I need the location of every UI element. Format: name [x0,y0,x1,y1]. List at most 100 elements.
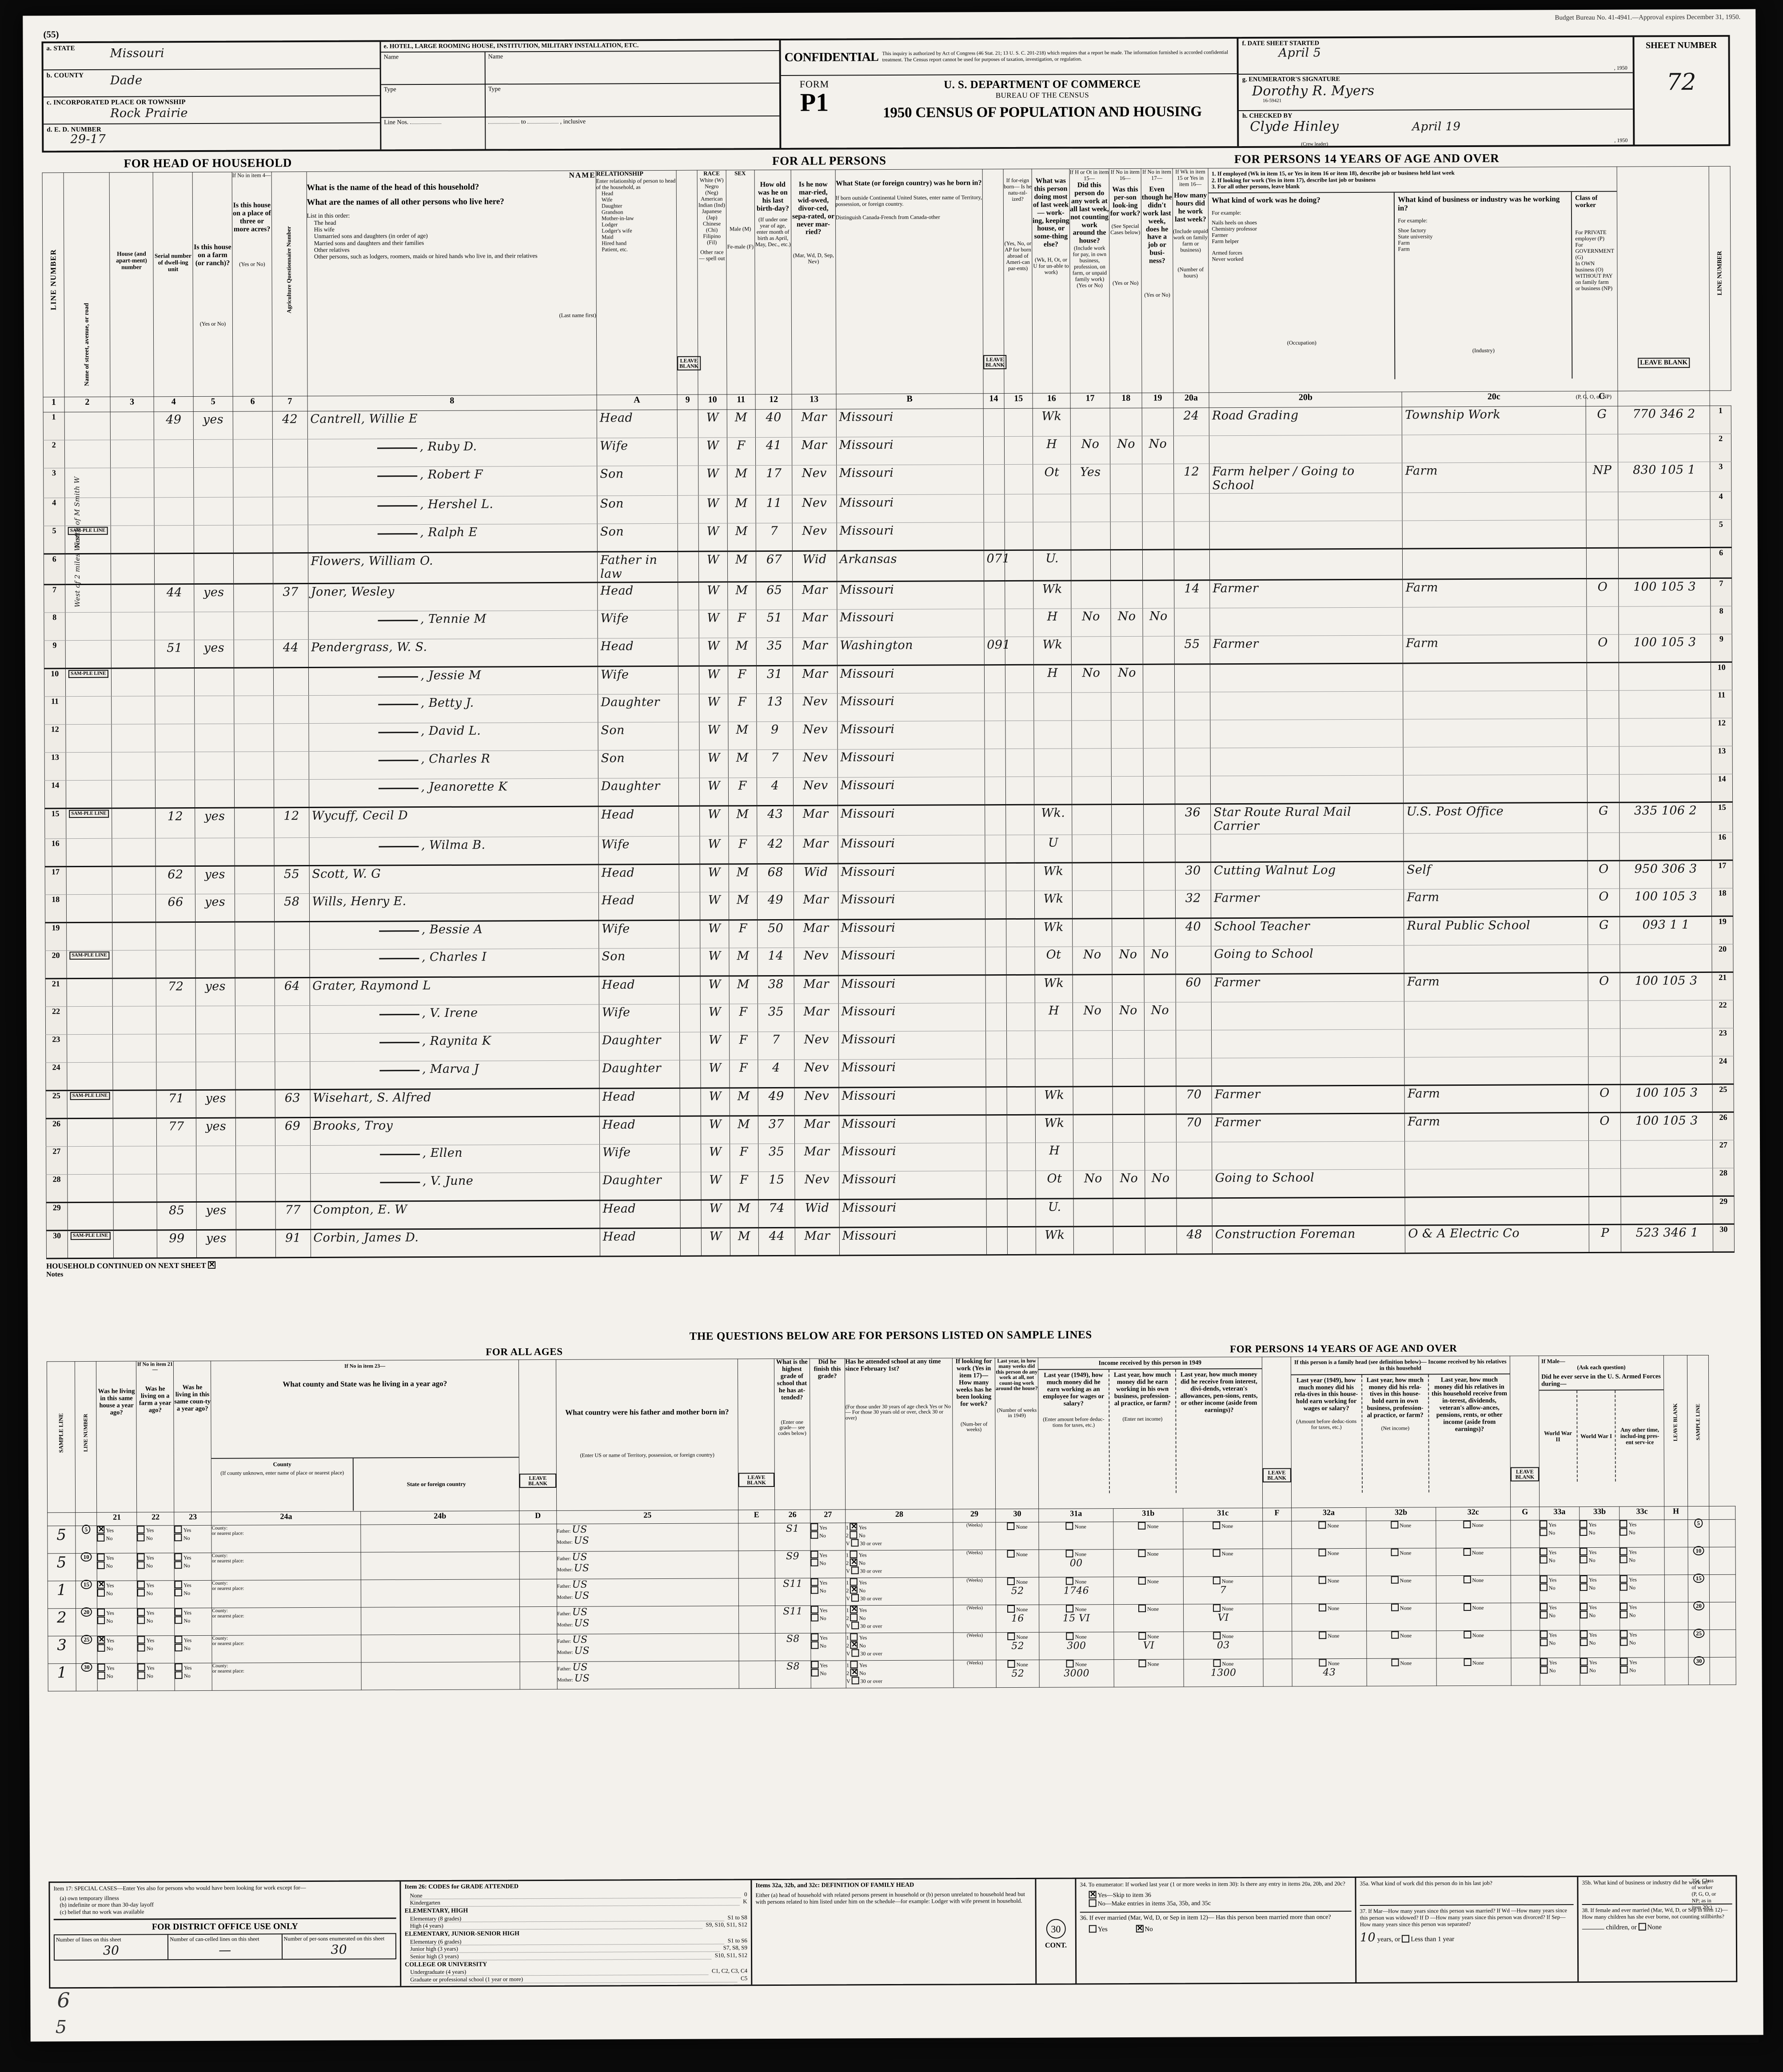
item37-less-checkbox[interactable] [1402,1935,1410,1943]
row-line-number-right: 24 [1712,1056,1734,1084]
row-surname: Scott, [312,867,353,881]
table-row[interactable]: 30 SAM-PLE LINE 99 yes 91 Corbin, James D. Hea… [46,1224,1735,1259]
sample-row-line-right: 30 [1688,1656,1710,1685]
row-three-acres [234,639,274,668]
row-leave-blank-a [680,1144,702,1172]
row-has-job [1142,408,1173,436]
row-serial-number [156,1146,196,1174]
institution-type-row[interactable]: Type Type [381,84,780,118]
row-leave-blank-a [677,466,699,496]
sample-row-32c: None [1436,1520,1511,1548]
sample-row-29: (Weeks) [953,1605,997,1633]
field-county[interactable]: b. COUNTY Dade [43,69,380,98]
row-relationship: Son [598,750,679,779]
field-date-sheet-started[interactable]: f. DATE SHEET STARTED April 5 , 1950 [1238,37,1633,75]
row-birthplace: Missouri [836,436,984,465]
col-header-age: How old was he on his last birth-day? (I… [754,170,792,394]
row-leave-blank-b [985,835,1006,863]
row-code: 093 1 1 [1620,916,1712,945]
row-leave-blank-a [679,1060,701,1088]
row-name: Compton, E. W [310,1200,600,1230]
row-name: , Wilma B. [309,837,599,866]
row-serial-number [156,1174,197,1202]
row-relationship: Daughter [598,694,678,723]
row-serial-number: 72 [156,978,196,1006]
field-place[interactable]: c. INCORPORATED PLACE OR TOWNSHIP Rock P… [43,96,380,125]
row-name: Wills, Henry E. [309,893,599,922]
row-street: SAM-PLE LINE [66,950,113,979]
row-marital-status: Nev [794,1059,839,1088]
row-line-number-right: 20 [1712,944,1734,972]
sample-row[interactable]: 1 30 Yes No Yes No Yes No County: or nearest plac… [48,1656,1736,1691]
row-race: W [701,1060,730,1088]
row-sex: M [727,638,757,666]
row-line-number-right: 25 [1712,1084,1734,1112]
row-agriculture-number: 37 [273,583,308,612]
row-agriculture-number: 12 [274,807,309,838]
row-has-job [1143,720,1175,749]
col-header-name: NAME What is the name of the head of thi… [306,171,597,396]
sample-row-32c: None [1436,1630,1511,1658]
colnum-20c: 20c [1402,391,1586,407]
row-line-number: 28 [46,1174,68,1203]
row-sex: F [726,437,756,466]
item36-no[interactable]: No [1136,1925,1153,1933]
row-code: 100 105 3 [1619,634,1711,663]
row-any-work [1073,1114,1113,1143]
field-state[interactable]: a. STATE Missouri [43,42,380,71]
sample-row-25: Father: US Mother: US [557,1578,739,1607]
row-name: , Robert F [307,466,597,497]
sample-row-32b: None [1366,1630,1437,1659]
row-leave-blank-a [678,666,700,694]
row-serial-number: 62 [156,866,195,894]
row-looking-for-work: No [1113,1170,1145,1199]
row-code [1619,832,1712,861]
sample-row-24a: County: or nearest place: [211,1580,361,1608]
row-activity: Wk [1033,636,1072,665]
row-looking-for-work [1112,918,1145,947]
institution-lines-row[interactable]: Line Nos. to , inclusive [381,116,779,150]
row-serial-number: 12 [155,808,195,838]
row-farm [194,497,234,526]
note-cont-marker: 30 CONT. [1036,1879,1077,1984]
field-enumerator-signature[interactable]: g. ENUMERATOR'S SIGNATURE Dorothy R. Mye… [1238,73,1633,111]
institution-name-row[interactable]: Name Name [381,51,779,85]
item38-none-checkbox[interactable] [1638,1923,1646,1931]
row-looking-for-work [1110,522,1143,550]
agency-line-2: BUREAU OF THE CENSUS [995,91,1089,100]
sample-row-33b: Yes No [1580,1630,1620,1658]
row-class-of-worker: O [1588,1084,1621,1113]
sample-row-26: S9 [775,1550,810,1578]
line-nos-label: Line Nos. [381,117,486,150]
row-hours: 12 [1173,463,1210,494]
sample-row-22: Yes No [137,1635,175,1664]
row-code: 100 105 3 [1620,972,1712,1001]
row-birthplace: Washington [837,637,984,665]
ditto-mark [378,732,419,733]
row-industry [1404,833,1588,862]
row-has-job [1145,1226,1177,1255]
row-line-number-right: 15 [1711,802,1733,833]
row-relationship: Wife [598,836,679,865]
field-checked-by[interactable]: h. CHECKED BY Clyde Hinley April 19 , 19… [1239,109,1633,147]
snum-30: 30 [996,1509,1039,1522]
sample-col-21: Was he living in this same house a year … [96,1361,137,1513]
row-any-work [1073,1198,1113,1227]
row-agriculture-number [274,837,309,866]
item36-yes[interactable]: Yes [1089,1925,1108,1933]
band-persons-14: FOR PERSONS 14 YEARS OF AGE AND OVER [1234,151,1500,166]
row-has-job [1142,494,1174,522]
sample-row-31c: None 1300 [1184,1659,1263,1687]
sample-row-32c: None [1436,1575,1511,1603]
colnum-12: 12 [755,394,792,410]
district-col-persons: Number of per-sons enumerated on this sh… [283,1935,385,1957]
row-birthplace: Missouri [838,805,985,836]
row-marital-status: Mar [793,609,837,638]
item34-no[interactable]: No—Make entries in items 35a, 35b, and 3… [1089,1898,1352,1908]
item34-yes[interactable]: Yes—Skip to item 36 [1089,1890,1351,1900]
row-three-acres [233,583,273,612]
field-ed-number[interactable]: d. E. D. NUMBER 29-17 [44,123,380,151]
ditto-mark [378,704,418,705]
